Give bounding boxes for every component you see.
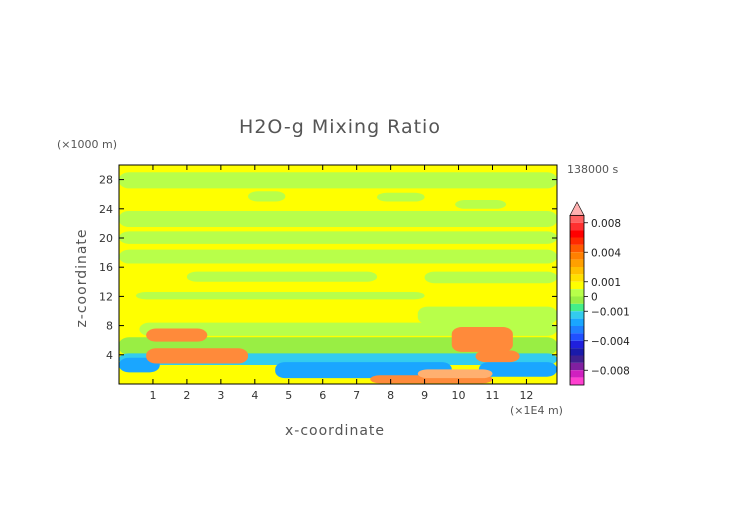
colorbar-label: 0.001 (591, 277, 621, 289)
contour-band (417, 369, 493, 379)
contour-band (146, 328, 208, 342)
colorbar-cell (569, 201, 585, 216)
colorbar-cell (570, 303, 584, 312)
colorbar-cell (570, 348, 584, 356)
contour-band (119, 249, 557, 264)
chart-title: H2O-g Mixing Ratio (239, 116, 441, 138)
colorbar-cell (570, 237, 584, 245)
contour-band (417, 306, 557, 325)
colorbar-cell (570, 230, 584, 238)
x-tick-label: 1 (149, 389, 156, 402)
x-tick-label: 2 (183, 389, 190, 402)
y-tick-label: 12 (99, 290, 113, 303)
y-tick-label: 4 (106, 349, 113, 362)
colorbar-label: 0.008 (591, 218, 621, 230)
colorbar-cell (570, 362, 584, 371)
y-tick-label: 16 (99, 261, 113, 274)
x-tick-label: 3 (217, 389, 224, 402)
contour-band (119, 231, 557, 244)
colorbar-label: −0.004 (591, 336, 630, 348)
colorbar-label: −0.008 (591, 365, 630, 377)
colorbar-cell (570, 370, 584, 378)
contour-band (186, 271, 378, 282)
x-tick-label: 9 (421, 389, 428, 402)
contour-band (119, 172, 557, 189)
colorbar-cell (570, 340, 584, 349)
colorbar-cell (570, 377, 584, 385)
colorbar-cell (570, 289, 584, 297)
colorbar-label: 0 (591, 292, 598, 304)
colorbar-cell (570, 326, 584, 334)
contour-band (451, 327, 513, 352)
colorbar-frame (569, 214, 585, 386)
contour-band (377, 192, 425, 202)
y-unit-label: (×1000 m) (57, 138, 118, 151)
colorbar-cell (570, 281, 584, 290)
colorbar-cell (570, 244, 584, 253)
contour-band (146, 348, 249, 364)
x-tick-label: 6 (319, 389, 326, 402)
colorbar-cell (570, 333, 584, 341)
colorbar-cell (570, 296, 584, 304)
x-tick-label: 8 (387, 389, 394, 402)
time-label: 138000 s (567, 163, 619, 176)
colorbar-cell (570, 267, 584, 275)
x-tick-label: 5 (285, 389, 292, 402)
y-tick-label: 24 (99, 203, 113, 216)
contour-band (135, 292, 425, 300)
x-tick-label: 4 (251, 389, 258, 402)
y-axis-title: z-coordinate (74, 228, 90, 328)
x-tick-label: 7 (353, 389, 360, 402)
colorbar-cell (570, 318, 584, 326)
contour-band (275, 362, 452, 379)
colorbar-cell (570, 215, 584, 223)
colorbar-cell (570, 311, 584, 319)
contour-band (119, 210, 557, 228)
colorbar-cell (570, 355, 584, 363)
contour-band (478, 362, 557, 377)
x-tick-label: 11 (485, 389, 499, 402)
contour-band (248, 191, 286, 202)
colorbar-cell (570, 259, 584, 267)
contour-band (475, 350, 520, 363)
x-tick-label: 12 (519, 389, 533, 402)
colorbar-cell (570, 274, 584, 282)
plot-frame (118, 164, 558, 385)
x-tick-label: 10 (452, 389, 466, 402)
y-tick-label: 8 (106, 320, 113, 333)
y-tick-label: 28 (99, 174, 113, 187)
contour-band (455, 200, 507, 209)
y-tick-label: 20 (99, 232, 113, 245)
colorbar-cell (570, 252, 584, 260)
contour-band (424, 271, 557, 284)
colorbar-label: 0.004 (591, 247, 621, 259)
x-unit-label: (×1E4 m) (510, 404, 563, 417)
colorbar-cell (570, 222, 584, 231)
x-axis-title: x-coordinate (285, 423, 386, 439)
colorbar-label: −0.001 (591, 306, 630, 318)
